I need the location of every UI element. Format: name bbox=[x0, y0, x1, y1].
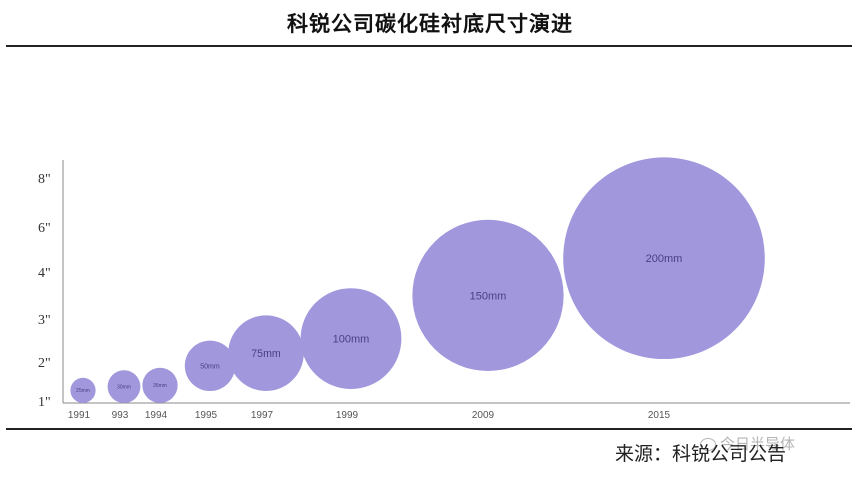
bubble-label: 30mm bbox=[117, 384, 131, 390]
x-tick-label: 1997 bbox=[251, 410, 274, 421]
y-tick-label: 3" bbox=[38, 313, 51, 328]
y-tick-label: 2" bbox=[38, 356, 51, 371]
x-tick-label: 1994 bbox=[145, 410, 168, 421]
y-tick-labels: 1" 2" 3" 4" 6" 8" bbox=[38, 172, 51, 410]
bubble-1997 bbox=[228, 315, 304, 392]
source-note: 来源：科锐公司公告 bbox=[615, 443, 787, 465]
y-tick-label: 8" bbox=[38, 172, 51, 187]
y-tick-label: 4" bbox=[38, 266, 51, 281]
bubble-series: 25mm 30mm 35mm 50mm 75mm 100mm 150mm 200mm bbox=[70, 157, 765, 403]
bubble-1994 bbox=[142, 367, 178, 403]
page-title: 科锐公司碳化硅衬底尺寸演进 bbox=[287, 12, 573, 36]
watermark-text: 今日半导体 bbox=[720, 435, 796, 453]
x-tick-label: 993 bbox=[112, 410, 129, 421]
bubble-label: 150mm bbox=[470, 290, 507, 302]
bubble-label: 75mm bbox=[251, 348, 281, 360]
top-rule bbox=[6, 45, 852, 47]
bubble-1991 bbox=[70, 377, 96, 403]
x-tick-labels: 1991 993 1994 1995 1997 1999 2009 2015 bbox=[68, 410, 671, 421]
bubble-1999 bbox=[300, 288, 402, 389]
x-tick-label: 1999 bbox=[336, 410, 359, 421]
bubble-993 bbox=[107, 370, 141, 403]
x-tick-label: 1991 bbox=[68, 410, 91, 421]
x-tick-label: 2009 bbox=[472, 410, 495, 421]
watermark: 今日半导体 bbox=[700, 433, 795, 454]
bubble-label: 100mm bbox=[333, 333, 370, 345]
x-tick-label: 1995 bbox=[195, 410, 218, 421]
y-tick-label: 1" bbox=[38, 395, 51, 410]
bottom-rule bbox=[6, 428, 852, 430]
bubble-2015 bbox=[563, 157, 765, 359]
wechat-icon bbox=[700, 438, 716, 451]
bubble-label: 50mm bbox=[200, 363, 220, 370]
chart-axes bbox=[62, 160, 850, 404]
bubble-label: 25mm bbox=[76, 388, 90, 394]
y-tick-label: 6" bbox=[38, 221, 51, 236]
bubble-2009 bbox=[412, 219, 564, 371]
bubble-label: 200mm bbox=[646, 253, 683, 265]
bubble-label: 35mm bbox=[153, 383, 167, 389]
bubble-1995 bbox=[184, 340, 236, 391]
x-tick-label: 2015 bbox=[648, 410, 671, 421]
